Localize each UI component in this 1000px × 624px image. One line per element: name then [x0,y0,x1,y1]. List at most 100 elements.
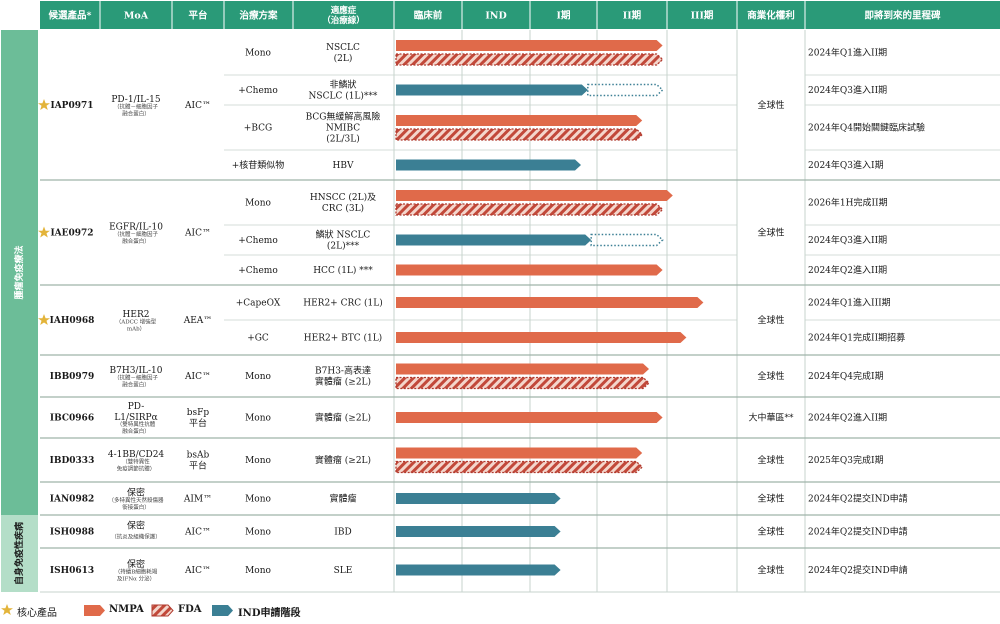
program-moa-note: （ADCC 增強型 mAb） [116,317,157,332]
indication: BCG無緩解高風險 NMIBC (2L/3L) [306,111,381,145]
header-cell: 臨床前 [414,9,443,21]
milestone: 2024年Q3進入II期 [808,234,887,246]
regimen: Mono [245,372,271,382]
indication: HBV [333,161,354,171]
milestone: 2024年Q2提交IND申請 [808,526,908,538]
legend-fda-label: FDA [178,604,202,615]
legend-core-label: 核心產品 [17,608,57,619]
milestone: 2024年Q4完成I期 [808,370,884,382]
indication: 非鱗狀 NSCLC (1L)*** [309,79,378,102]
header-cell: 平台 [188,9,208,21]
core-product-star-icon [38,99,50,110]
legend-swatches [1,604,233,617]
program-moa-note: （多特異性天然殺傷器銜接蛋白） [108,496,164,511]
nmpa-progress-bar [396,115,643,126]
header-cell: 治療方案 [239,9,278,21]
program-moa: B7H3/IL-10 [110,366,163,376]
fda-progress-bar [395,128,644,141]
indication: HER2+ CRC (1L) [303,298,382,309]
ind-progress-bar [396,159,581,171]
commercial-rights: 全球性 [757,493,784,505]
header-cell: 商業化權利 [747,9,795,21]
program-moa-note: （抗體－細胞因子融合蛋白） [114,230,159,245]
regimen: Mono [245,495,271,505]
core-product-star-icon [38,226,50,238]
program-moa-note: （持續B細胞耗竭及IFNα 分泌） [115,567,158,582]
program-moa: 4-1BB/CD24 [108,450,165,460]
regimen: Mono [245,49,271,59]
commercial-rights: 全球性 [757,454,784,466]
ind-progress-bar [396,564,561,576]
core-product-star-icon [38,314,50,325]
ind-dotted-progress-bar [587,83,664,97]
regimen: +CapeOX [236,299,281,309]
indication: IBD [334,528,351,538]
commercial-rights: 全球性 [757,564,784,576]
regimen: +Chemo [238,266,278,276]
header-cell: MoA [124,10,149,21]
category-label: 自身免疫性疾病 [13,522,25,585]
regimen: Mono [245,456,271,466]
fda-progress-bar [395,460,644,474]
legend: 核心產品 NMPA FDA IND申請階段 [0,598,1000,622]
category-label: 腫瘤免疫療法 [13,245,25,299]
program-platform: bsAb 平台 [187,451,210,472]
indication: NSCLC (2L) [326,43,360,64]
nmpa-progress-bar [396,363,649,375]
ind-swatch-icon [212,605,233,616]
program-name: IBB0979 [50,372,94,382]
program-moa: EGFR/IL-10 [109,223,163,233]
regimen: +Chemo [238,86,278,96]
header-cell: 即將到來的里程碑 [864,9,941,21]
ind-progress-bar [396,493,561,504]
header-cell: I期 [557,9,571,21]
program-moa-note: （抗體－細胞因子融合蛋白） [114,373,159,388]
commercial-rights: 大中華區** [748,412,794,424]
indication: HER2+ BTC (1L) [304,333,382,344]
program-platform: AIC™ [184,101,211,111]
program-platform: AEA™ [183,316,213,326]
milestone: 2024年Q2進入II期 [808,412,887,424]
program-moa-note: （雙特異性抗體融合蛋白） [117,420,156,435]
commercial-rights: 全球性 [757,99,784,111]
program-moa-note: （抗炎及組織保護） [111,532,161,540]
milestone: 2024年Q3進入II期 [808,84,887,96]
indication: 實體瘤 (≥2L) [315,412,371,424]
milestone: 2024年Q1進入III期 [808,297,891,309]
regimen: +Chemo [238,236,278,246]
legend-nmpa-label: NMPA [109,604,144,615]
indication: 鱗狀 NSCLC (2L)*** [316,229,371,252]
regimen: Mono [245,199,271,209]
fda-swatch-icon [151,604,174,617]
program-moa-note: （抗體－細胞因子融合蛋白） [114,102,159,117]
header-cell: 候選產品* [49,9,92,21]
nmpa-progress-bar [396,264,663,276]
category-band [1,30,38,515]
program-moa-note: （雙特異性免疫調節抗體） [117,457,156,472]
milestone: 2024年Q1完成II期招募 [808,332,905,344]
legend-ind-label: IND申請階段 [238,608,301,619]
ind-progress-bar [396,234,592,246]
regimen: Mono [245,566,271,576]
program-name: IAH0968 [50,316,95,326]
commercial-rights: 全球性 [757,370,784,382]
ind-dotted-progress-bar [590,233,664,247]
regimen: +核苷類似物 [232,159,285,171]
program-name: IAP0971 [50,101,93,111]
indication: SLE [334,566,353,576]
fda-progress-bar [395,376,650,390]
indication: 實體瘤 (≥2L) [315,454,371,466]
program-name: ISH0613 [50,566,94,576]
nmpa-progress-bar [396,412,663,423]
program-platform: AIM™ [183,495,212,505]
program-platform: AIC™ [184,372,211,382]
program-moa: HER2 [123,310,150,320]
nmpa-progress-bar [396,190,673,201]
commercial-rights: 全球性 [757,526,784,538]
program-name: IAE0972 [50,229,93,239]
indication: HCC (1L) *** [313,265,373,276]
header-cell: II期 [623,9,641,21]
fda-progress-bar [395,53,664,66]
program-moa: 保密 [127,520,145,532]
